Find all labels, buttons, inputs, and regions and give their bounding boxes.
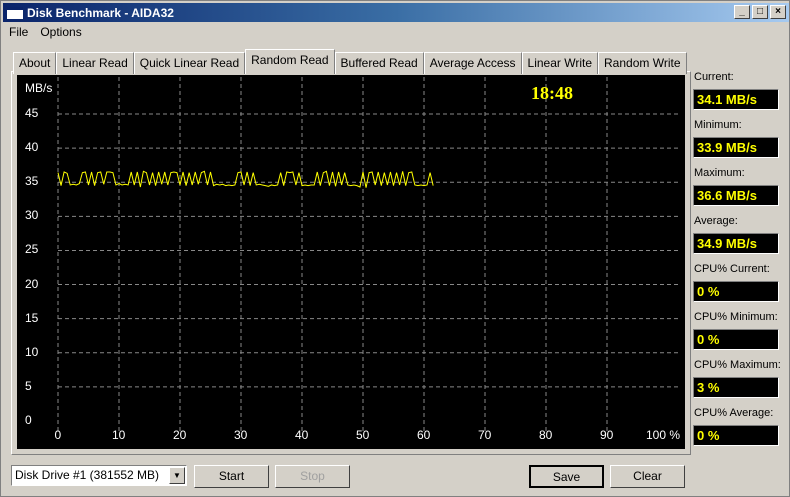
save-button[interactable]: Save [529, 465, 604, 488]
read-speed-series-line [57, 170, 434, 188]
tab-about[interactable]: About [13, 52, 57, 74]
start-button[interactable]: Start [194, 465, 269, 488]
y-tick-label: 20 [25, 276, 39, 291]
clear-button[interactable]: Clear [610, 465, 685, 488]
tab-linear-write[interactable]: Linear Write [521, 52, 599, 74]
elapsed-time: 18:48 [531, 83, 573, 103]
chevron-down-icon[interactable]: ▼ [169, 467, 185, 484]
y-tick-label: 10 [25, 344, 39, 359]
stat-label: Maximum: [694, 167, 745, 179]
maximize-button[interactable]: □ [752, 5, 768, 19]
title-bar[interactable]: Disk Benchmark - AIDA32 _ □ × [3, 3, 789, 22]
tab-quick-linear-read[interactable]: Quick Linear Read [133, 52, 246, 74]
x-tick-label: 40 [295, 428, 309, 442]
stat-value: 0 % [693, 329, 779, 350]
stat-label: CPU% Maximum: [694, 359, 781, 371]
stat-label: CPU% Average: [694, 407, 774, 419]
x-tick-label: 50 [356, 428, 370, 442]
y-tick-label: 0 [25, 413, 32, 427]
tab-average-access[interactable]: Average Access [423, 52, 522, 74]
stat-value: 0 % [693, 281, 779, 302]
app-icon [7, 6, 23, 19]
stat-value: 3 % [693, 377, 779, 398]
x-tick-label: 10 [112, 428, 126, 442]
stat-label: Minimum: [694, 119, 742, 131]
stat-value: 33.9 MB/s [693, 137, 779, 158]
chart-svg [57, 77, 678, 431]
minimize-button[interactable]: _ [734, 5, 750, 19]
x-tick-label: 80 [539, 428, 553, 442]
menu-file[interactable]: File [9, 25, 29, 39]
menu-options[interactable]: Options [40, 25, 82, 39]
stat-label: CPU% Minimum: [694, 311, 778, 323]
window-title: Disk Benchmark - AIDA32 [27, 5, 174, 20]
tab-buffered-read[interactable]: Buffered Read [334, 52, 424, 74]
x-tick-label: 60 [417, 428, 431, 442]
y-tick-label: 5 [25, 378, 32, 393]
close-button[interactable]: × [770, 5, 786, 19]
stop-button[interactable]: Stop [275, 465, 350, 488]
stat-label: Current: [694, 71, 734, 83]
benchmark-chart: MB/s 18:48 0 5 10 15 20 25 30 35 40 45 0 10 20 30 40 50… [17, 75, 685, 449]
x-tick-label: 70 [478, 428, 492, 442]
tab-random-read[interactable]: Random Read [245, 49, 335, 74]
y-tick-label: 35 [25, 174, 39, 189]
tab-random-write[interactable]: Random Write [598, 52, 687, 74]
y-tick-label: 25 [25, 242, 39, 257]
y-tick-label: 45 [25, 106, 39, 120]
y-axis-label: MB/s [25, 81, 53, 95]
stat-label: Average: [694, 215, 738, 227]
y-tick-label: 40 [25, 140, 39, 155]
x-tick-label: 20 [173, 428, 187, 442]
drive-select-value: Disk Drive #1 (381552 MB) [15, 468, 160, 482]
stat-value: 36.6 MB/s [693, 185, 779, 206]
stat-value: 34.9 MB/s [693, 233, 779, 254]
x-tick-label: 100 % [646, 428, 681, 442]
y-tick-label: 15 [25, 310, 39, 325]
stat-value: 34.1 MB/s [693, 89, 779, 110]
x-tick-label: 90 [600, 428, 614, 442]
tab-linear-read[interactable]: Linear Read [56, 52, 134, 74]
stat-value: 0 % [693, 425, 779, 446]
drive-select[interactable]: Disk Drive #1 (381552 MB) ▼ [11, 465, 187, 486]
y-tick-label: 30 [25, 208, 39, 223]
tab-strip: About Linear Read Quick Linear Read Rand… [13, 49, 687, 74]
stat-label: CPU% Current: [694, 263, 770, 275]
x-tick-label: 0 [54, 428, 62, 442]
x-tick-label: 30 [234, 428, 248, 442]
menu-bar: File Options [3, 23, 88, 41]
